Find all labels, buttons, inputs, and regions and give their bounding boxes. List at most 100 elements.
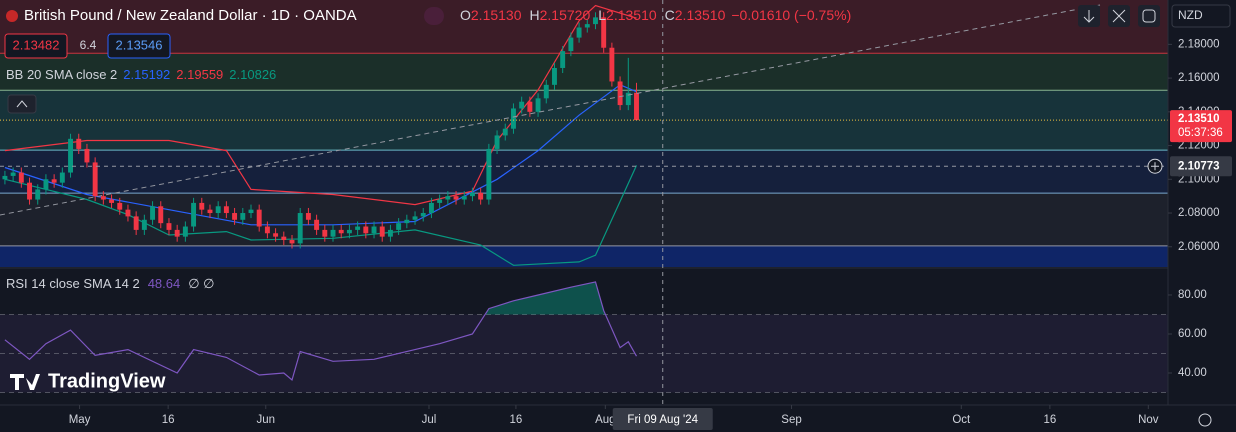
replay-icon[interactable] — [424, 7, 444, 25]
candle-body — [445, 196, 451, 200]
logo-text: TradingView — [48, 370, 166, 392]
candle-body — [297, 213, 303, 244]
zone — [0, 90, 1168, 151]
collapse-icon — [16, 100, 28, 108]
candle-body — [109, 199, 115, 203]
legend-value: 2.15720 — [540, 7, 591, 23]
spread: 6.4 — [80, 38, 97, 52]
y-tick-label: 2.18000 — [1178, 38, 1220, 50]
y-tick-label: 2.06000 — [1178, 241, 1220, 253]
candle-body — [27, 182, 32, 200]
candle-body — [158, 206, 164, 224]
candle-body — [51, 179, 57, 183]
rsi-pane — [0, 281, 1168, 394]
candle-body — [552, 67, 557, 85]
candle-body — [387, 229, 393, 237]
legend-value: O — [460, 7, 471, 23]
candle-body — [240, 213, 246, 220]
crosshair-y-tag — [1170, 156, 1232, 177]
zone — [0, 150, 1168, 194]
candle-body — [371, 226, 377, 234]
candle-body — [346, 229, 352, 234]
sell-button[interactable] — [4, 33, 68, 59]
settings-icon[interactable] — [1198, 413, 1212, 427]
candle-body — [543, 84, 549, 99]
candle-body — [527, 101, 533, 112]
y-tick-label: 80.00 — [1178, 289, 1207, 301]
candle-body — [453, 196, 459, 200]
x-tick-label: Jul — [422, 414, 437, 426]
candle-body — [2, 175, 8, 180]
candle-body — [191, 202, 197, 227]
candle-body — [314, 219, 320, 230]
x-tick-label: Aug — [595, 414, 615, 426]
crosshair-x-tag — [612, 408, 713, 430]
countdown: 05:37:36 — [1178, 127, 1223, 139]
indicator-name: BB 20 SMA close 2 — [6, 67, 117, 82]
candle-body — [141, 219, 147, 230]
x-tick-label: Nov — [1138, 414, 1159, 426]
candle-body — [330, 229, 336, 237]
candle-body — [182, 226, 188, 237]
currency: NZD — [1178, 8, 1203, 22]
candle-body — [609, 47, 615, 82]
last-price-label: 2.13510 — [1178, 113, 1220, 125]
legend-value: 2.13510 — [606, 7, 657, 23]
candle-body — [264, 226, 270, 234]
candle-body — [355, 226, 361, 230]
buy-button[interactable] — [107, 33, 171, 59]
candle-body — [502, 128, 508, 136]
x-tick-label: Jun — [256, 414, 275, 426]
legend-value: 2.15130 — [471, 7, 522, 23]
candle-body — [568, 37, 574, 52]
candle-body — [281, 236, 287, 241]
candle-body — [601, 17, 607, 48]
zone — [0, 53, 1168, 91]
candle-body — [338, 229, 344, 234]
bollinger-line — [4, 4, 637, 206]
collapse-button[interactable] — [7, 94, 37, 114]
candle-body — [576, 27, 582, 38]
sell-price: 2.13482 — [13, 37, 60, 52]
rsi-line — [4, 281, 638, 382]
candle-body — [593, 17, 598, 25]
toolbar-icon — [1083, 10, 1095, 23]
rsi-overbought-fill — [485, 281, 606, 315]
y-tick-label: 2.08000 — [1178, 207, 1220, 219]
candle-body — [519, 101, 525, 109]
toolbar-button[interactable] — [1138, 5, 1160, 27]
candle-body — [18, 172, 24, 183]
zones — [0, 0, 1168, 267]
candle-body — [215, 206, 221, 214]
candle-body — [322, 229, 328, 237]
candle-body — [363, 226, 369, 234]
candle-body — [174, 229, 180, 237]
trend-line — [0, 4, 1101, 216]
symbol-title: British Pound / New Zealand Dollar · 1D … — [24, 7, 357, 24]
candle-body — [150, 206, 156, 220]
logo: TradingView — [10, 370, 166, 392]
candle-body — [133, 216, 139, 230]
candle-body — [100, 196, 106, 200]
candle-body — [35, 189, 41, 200]
candle-body — [560, 51, 566, 68]
legend-value: 2.10826 — [229, 67, 276, 82]
x-tick-label: Sep — [781, 414, 801, 426]
candle-body — [207, 209, 213, 214]
x-tick-label: 16 — [1043, 414, 1056, 426]
zone — [0, 245, 1168, 267]
crosshair-x-label: Fri 09 Aug '24 — [627, 414, 698, 426]
candle-body — [256, 209, 262, 227]
candle-body — [43, 179, 49, 190]
legend-value: 48.64 — [148, 276, 181, 291]
candle-body — [199, 202, 205, 210]
toolbar-icon — [1142, 9, 1156, 23]
currency-button[interactable] — [1171, 4, 1231, 28]
candle-body — [166, 223, 172, 230]
candle-body — [396, 223, 402, 230]
candle-body — [486, 148, 492, 200]
candle-body — [478, 192, 484, 200]
candle-body — [125, 209, 131, 217]
